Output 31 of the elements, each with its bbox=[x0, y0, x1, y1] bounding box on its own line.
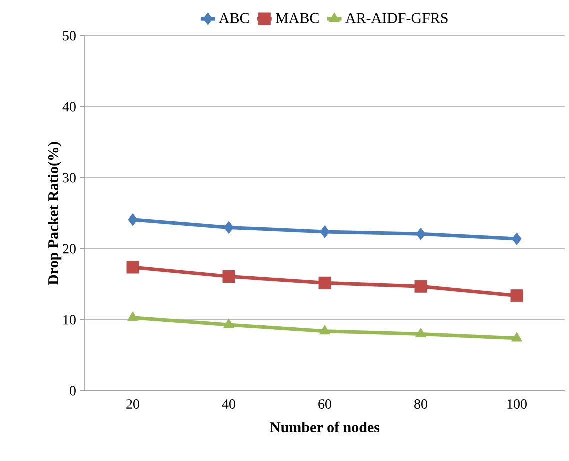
point bbox=[128, 312, 138, 322]
point bbox=[416, 328, 426, 338]
legend-label: ABC bbox=[219, 13, 249, 24]
y-tick-label: 20 bbox=[63, 244, 76, 254]
point bbox=[224, 221, 234, 234]
point bbox=[128, 214, 138, 226]
point bbox=[126, 261, 140, 274]
x-tick-label: 20 bbox=[126, 400, 140, 409]
x-tick-label: 80 bbox=[414, 400, 428, 409]
point bbox=[318, 276, 332, 290]
y-tick-label: 10 bbox=[64, 315, 76, 325]
y-tick-label: 0 bbox=[70, 386, 76, 396]
x-tick-label: 60 bbox=[318, 400, 332, 409]
point bbox=[512, 332, 522, 342]
point bbox=[320, 325, 330, 335]
x-axis-title: Number of nodes bbox=[270, 422, 380, 433]
y-tick-label: 40 bbox=[62, 102, 76, 112]
x-tick-label: 40 bbox=[222, 400, 236, 409]
y-tick-label: 30 bbox=[63, 173, 76, 183]
legend-label: AR-AIDF-GFRS bbox=[346, 13, 448, 24]
point bbox=[510, 290, 524, 302]
point bbox=[416, 228, 426, 240]
point bbox=[512, 232, 522, 246]
legend-label: MABC bbox=[276, 13, 319, 24]
point bbox=[320, 226, 330, 238]
point bbox=[224, 318, 234, 328]
x-tick-label: 100 bbox=[508, 400, 527, 409]
y-tick-label: 50 bbox=[63, 31, 76, 41]
point bbox=[222, 270, 236, 283]
point bbox=[414, 280, 428, 293]
y-axis-title: Drop Packet Ratio(%) bbox=[48, 142, 62, 286]
